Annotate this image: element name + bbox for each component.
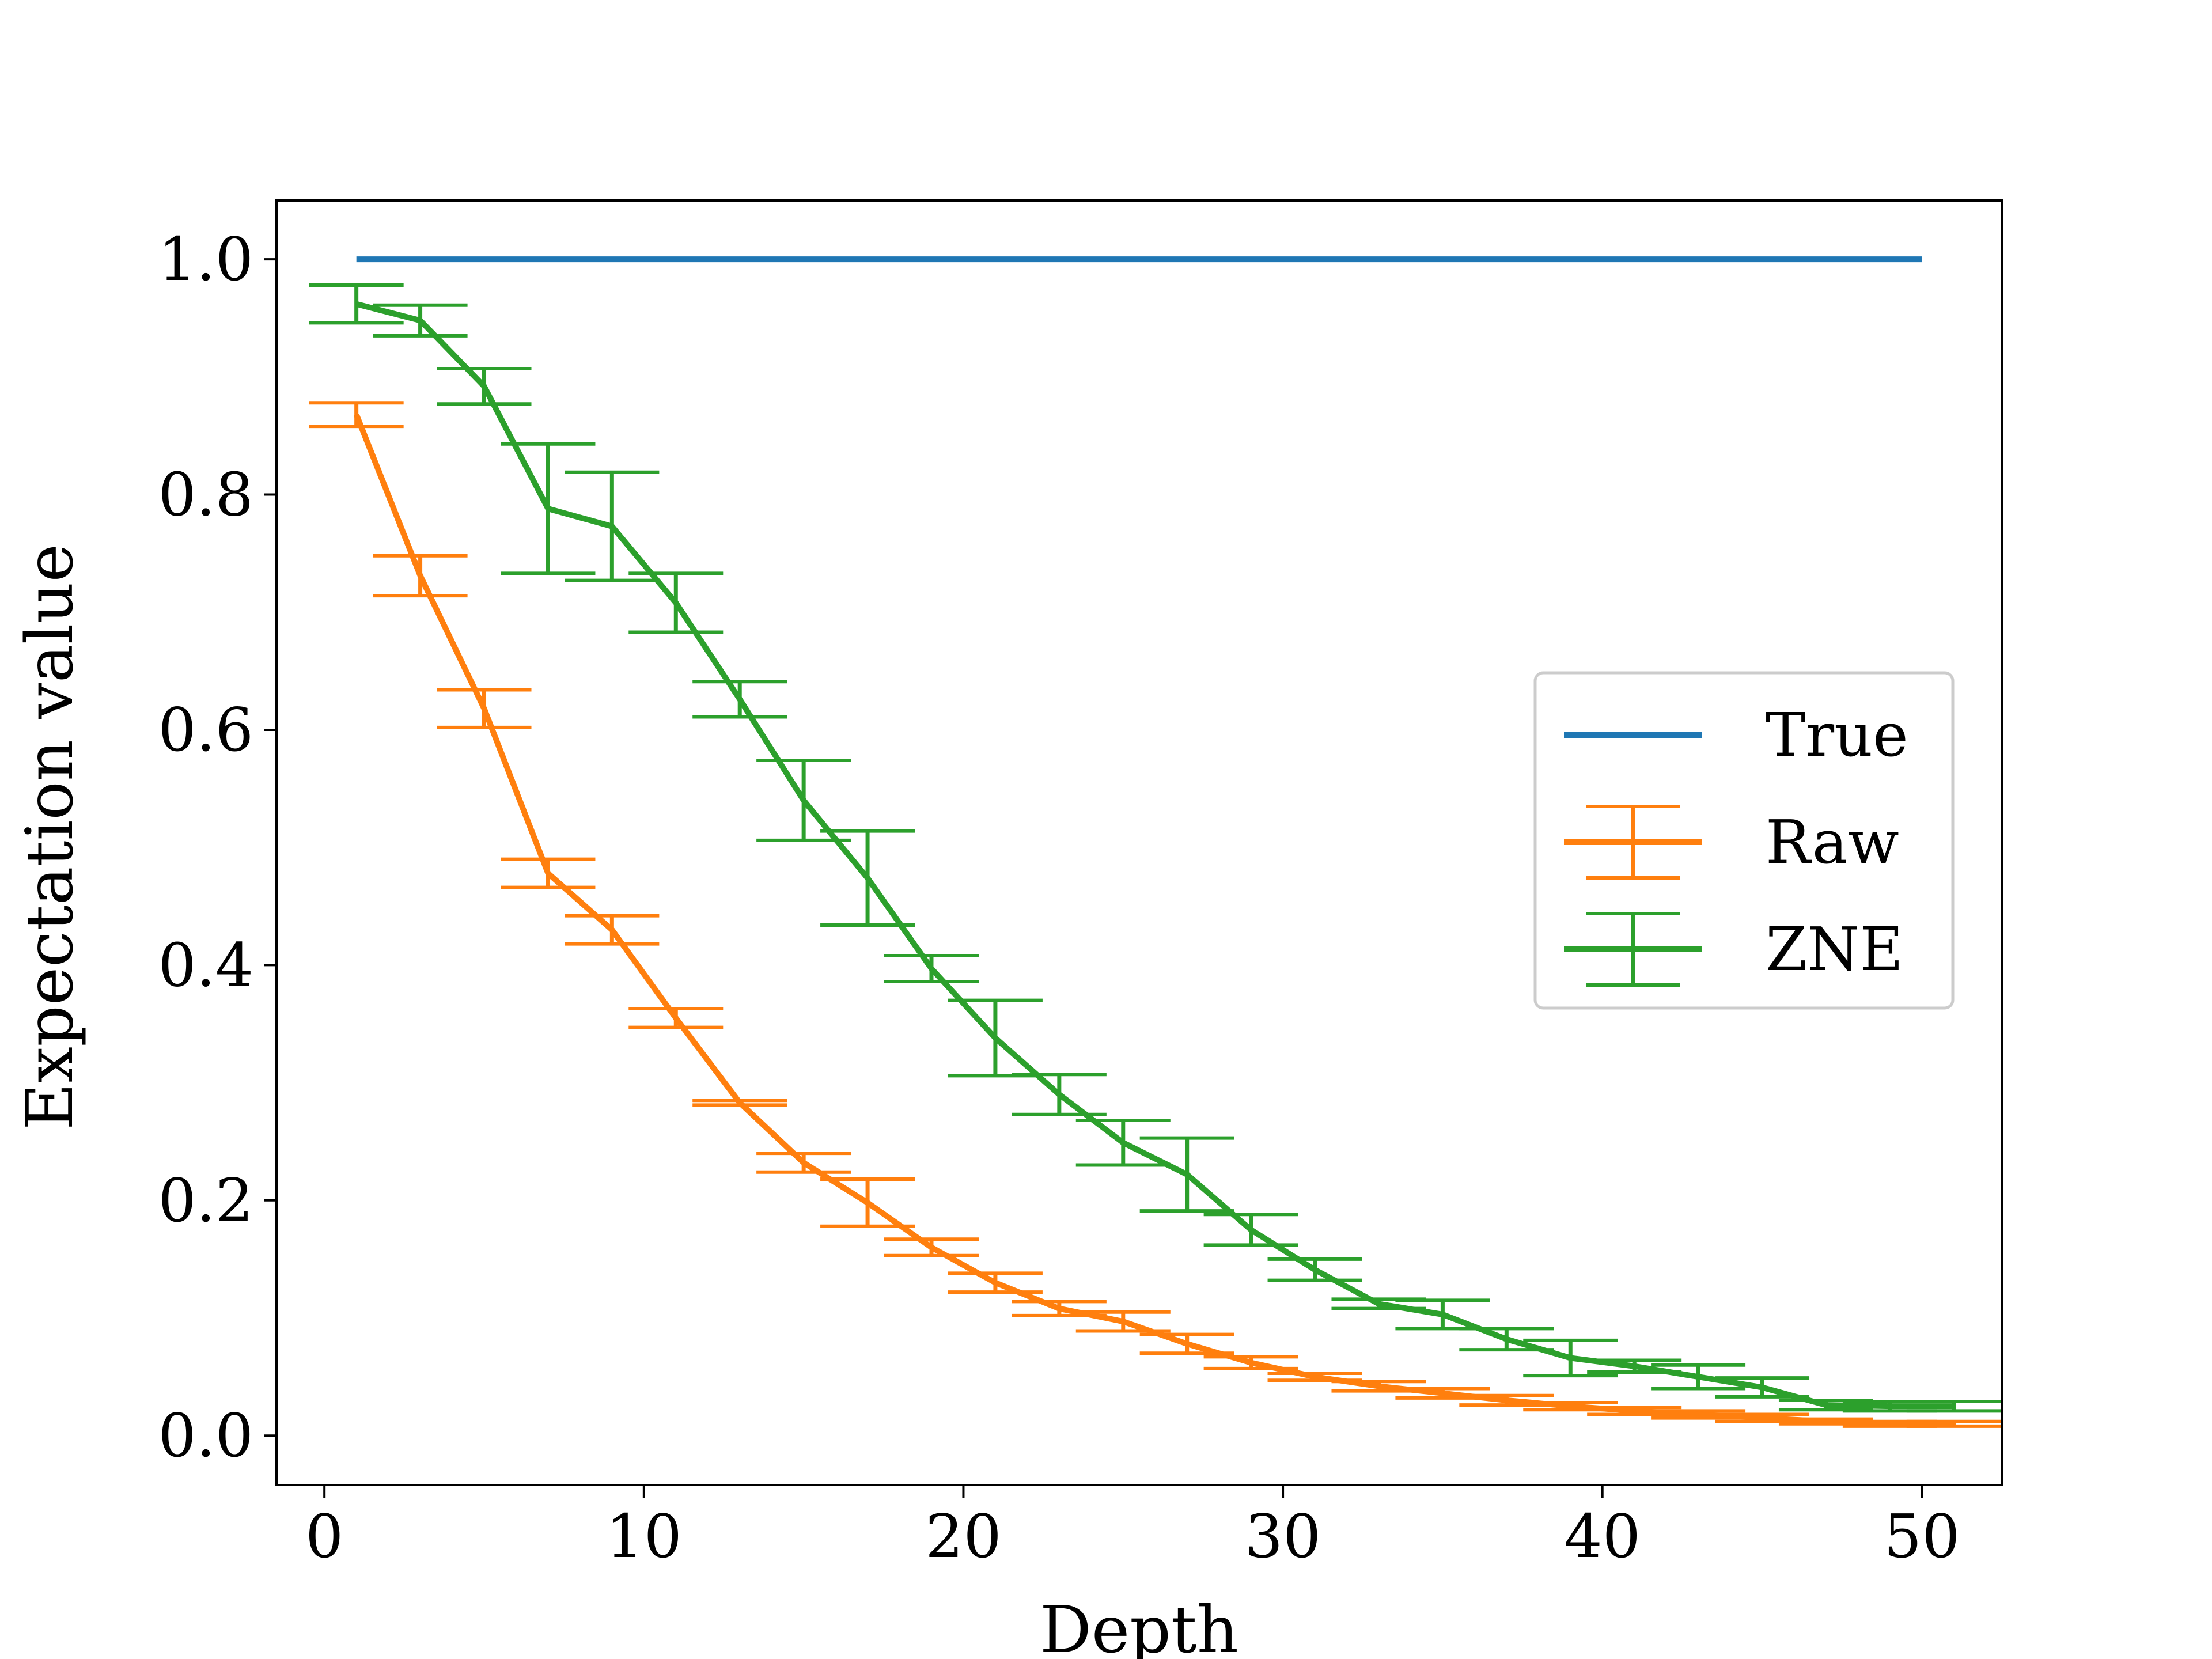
legend: True Raw ZNE — [1533, 671, 1955, 1010]
legend-label: Raw — [1766, 807, 1899, 877]
plot-frame — [275, 199, 2003, 1486]
x-tick-label: 20 — [925, 1501, 1001, 1571]
x-tick-label: 50 — [1884, 1501, 1960, 1571]
y-tick-label: 0.2 — [158, 1165, 253, 1236]
y-tick-label: 0.4 — [158, 930, 253, 1000]
x-tick-label: 40 — [1565, 1501, 1641, 1571]
legend-label: True — [1766, 700, 1908, 770]
series-line — [355, 301, 1954, 1410]
series-zne — [309, 283, 2001, 1413]
x-tick-label: 10 — [606, 1501, 682, 1571]
y-tick-label: 1.0 — [158, 224, 253, 294]
legend-frame — [1533, 671, 1955, 1010]
error-bar — [309, 401, 404, 429]
x-axis: 0 10 20 30 40 50 — [305, 1485, 1960, 1571]
series-line — [354, 413, 1954, 1427]
x-tick-label: 30 — [1245, 1501, 1321, 1571]
x-tick-label: 0 — [305, 1501, 343, 1571]
series-raw — [309, 401, 2001, 1428]
x-axis-title: Depth — [1040, 1593, 1238, 1659]
legend-label: ZNE — [1766, 914, 1903, 984]
y-tick-label: 0.8 — [158, 460, 253, 530]
legend-entry-raw: Raw — [1564, 805, 1899, 880]
y-tick-label: 0.0 — [158, 1400, 253, 1471]
y-axis: 0.0 0.2 0.4 0.6 0.8 1.0 — [158, 224, 276, 1471]
y-axis-title: Expectation value — [13, 544, 88, 1130]
legend-entry-true: True — [1564, 700, 1908, 770]
y-tick-label: 0.6 — [158, 695, 253, 765]
plot-series-group — [309, 256, 2001, 1428]
legend-entry-zne: ZNE — [1564, 912, 1903, 987]
